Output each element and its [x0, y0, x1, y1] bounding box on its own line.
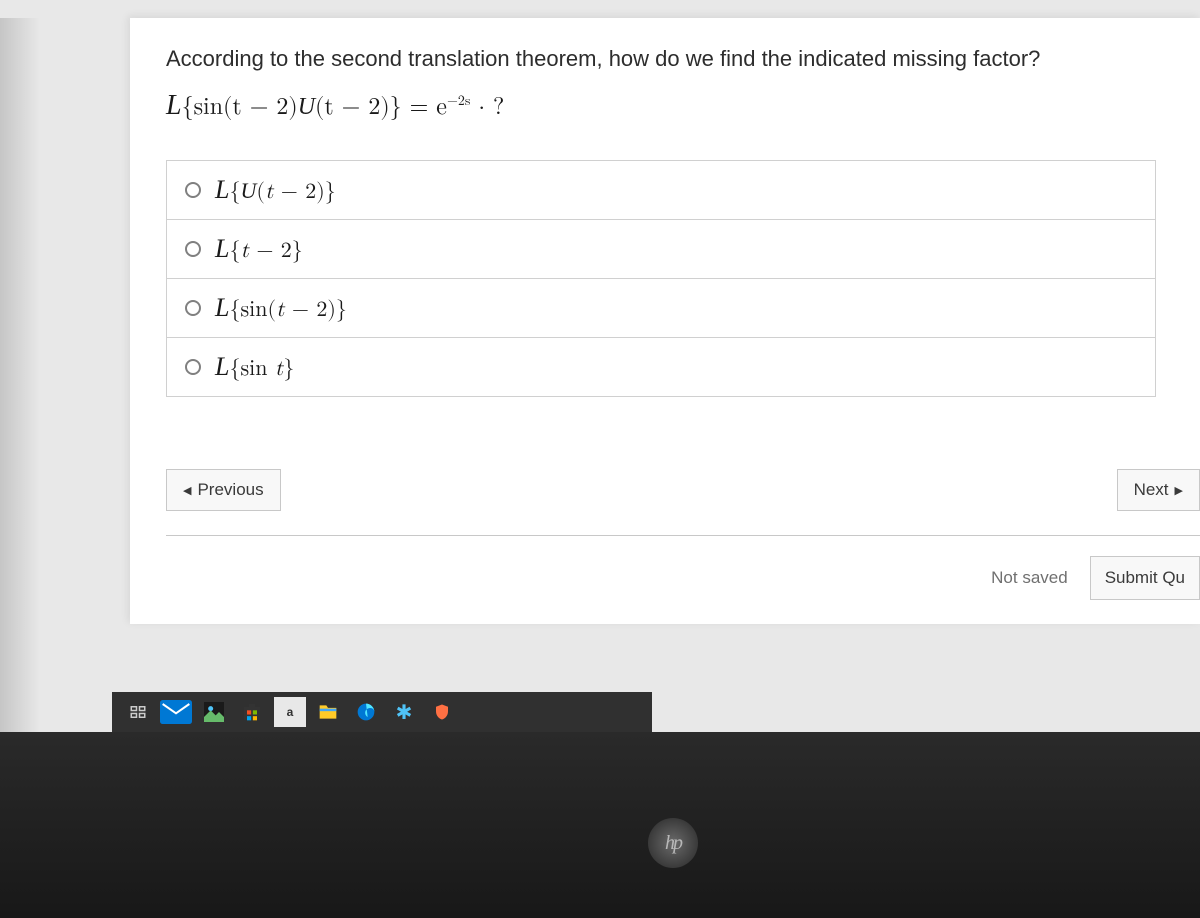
- chevron-right-icon: ▶: [1175, 484, 1183, 497]
- radio-icon: [185, 359, 201, 375]
- radio-icon: [185, 300, 201, 316]
- windows-taskbar: a ✱: [112, 692, 652, 732]
- photo-vignette: [0, 18, 40, 738]
- option-4-label: L{sin t}: [215, 352, 294, 382]
- ms-store-icon[interactable]: [236, 697, 268, 727]
- mail-icon[interactable]: [160, 697, 192, 727]
- question-equation: L{sin(t − 2)U(t − 2)} = e−2s · ?: [166, 90, 1200, 122]
- settings-icon[interactable]: ✱: [388, 697, 420, 727]
- option-2-label: L{t − 2}: [215, 234, 303, 264]
- nav-row: ◀ Previous Next ▶: [166, 469, 1200, 511]
- radio-icon: [185, 241, 201, 257]
- footer-row: Not saved Submit Qu: [166, 535, 1200, 624]
- submit-quiz-button[interactable]: Submit Qu: [1090, 556, 1200, 600]
- option-1[interactable]: L{U(t − 2)}: [167, 161, 1155, 220]
- previous-label: Previous: [197, 480, 263, 500]
- radio-icon: [185, 182, 201, 198]
- answer-options: L{U(t − 2)} L{t − 2} L{sin(t − 2)} L{sin…: [166, 160, 1156, 397]
- file-explorer-icon[interactable]: [312, 697, 344, 727]
- option-4[interactable]: L{sin t}: [167, 338, 1155, 397]
- next-label: Next: [1134, 480, 1169, 500]
- quiz-page: According to the second translation theo…: [130, 18, 1200, 624]
- app-icon[interactable]: a: [274, 697, 306, 727]
- security-icon[interactable]: [426, 697, 458, 727]
- option-3[interactable]: L{sin(t − 2)}: [167, 279, 1155, 338]
- chevron-left-icon: ◀: [183, 484, 191, 497]
- photos-icon[interactable]: [198, 697, 230, 727]
- edge-icon[interactable]: [350, 697, 382, 727]
- task-view-icon[interactable]: [122, 697, 154, 727]
- hp-logo: hp: [648, 818, 698, 868]
- previous-button[interactable]: ◀ Previous: [166, 469, 281, 511]
- question-prompt: According to the second translation theo…: [166, 46, 1200, 72]
- option-1-label: L{U(t − 2)}: [215, 175, 336, 205]
- laptop-bezel: [0, 732, 1200, 918]
- option-3-label: L{sin(t − 2)}: [215, 293, 347, 323]
- option-2[interactable]: L{t − 2}: [167, 220, 1155, 279]
- next-button[interactable]: Next ▶: [1117, 469, 1200, 511]
- save-status: Not saved: [991, 568, 1068, 588]
